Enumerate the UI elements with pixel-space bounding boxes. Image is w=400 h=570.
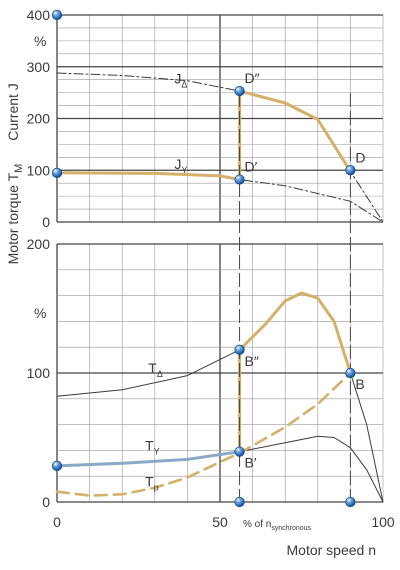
x-tick-label: 50	[212, 514, 228, 530]
current-operating-path	[55, 89, 352, 182]
current-panel-ylabel: Current J	[5, 83, 21, 141]
point-label: B′	[245, 455, 257, 471]
x-axis-unit-note: % of nsynchronous	[243, 519, 312, 532]
series-label-JY: JY	[174, 156, 187, 175]
data-point-marker	[345, 367, 356, 379]
current-y-tick-label: 0	[42, 214, 50, 230]
torque-y-tick-label: 0	[42, 494, 50, 510]
data-point-marker	[234, 344, 245, 355]
current-y-tick-label: 300	[27, 59, 51, 75]
data-point-marker	[345, 496, 356, 508]
torque-panel-unit: %	[34, 305, 46, 321]
series-label-TY: TY	[145, 437, 160, 456]
torque-y-tick-label: 100	[27, 365, 51, 381]
current-panel-unit: %	[34, 33, 46, 49]
series-label-TΔ: TΔ	[148, 360, 163, 379]
data-point-marker	[345, 165, 356, 176]
point-label: D	[355, 149, 365, 165]
point-label: B″	[245, 353, 259, 369]
series-label-Tp: Tp	[145, 474, 159, 493]
data-point-marker	[234, 174, 245, 185]
x-tick-label: 0	[53, 514, 61, 530]
current-y-tick-label: 200	[27, 111, 51, 127]
star-torque-operating-segment	[55, 450, 242, 468]
torque-panel-ylabel: Motor torque TM	[5, 164, 25, 265]
point-label: D″	[245, 70, 260, 86]
data-point-marker	[234, 446, 245, 457]
x-tick-label: 100	[371, 514, 395, 530]
torque-operating-path	[238, 291, 352, 454]
x-axis-label: Motor speed n	[287, 542, 377, 558]
series-label-JΔ: JΔ	[174, 70, 187, 89]
current-y-tick-label: 100	[27, 162, 51, 178]
current-y-tick-label: 400	[27, 7, 51, 23]
data-point-marker	[51, 167, 63, 178]
data-point-marker	[51, 460, 63, 471]
point-label: B	[355, 376, 364, 392]
point-label: D′	[245, 159, 258, 175]
data-point-marker	[51, 9, 63, 21]
data-point-marker	[234, 496, 245, 508]
torque-y-tick-label: 200	[27, 236, 51, 252]
data-point-marker	[234, 85, 245, 97]
load-torque-curve	[55, 371, 352, 497]
